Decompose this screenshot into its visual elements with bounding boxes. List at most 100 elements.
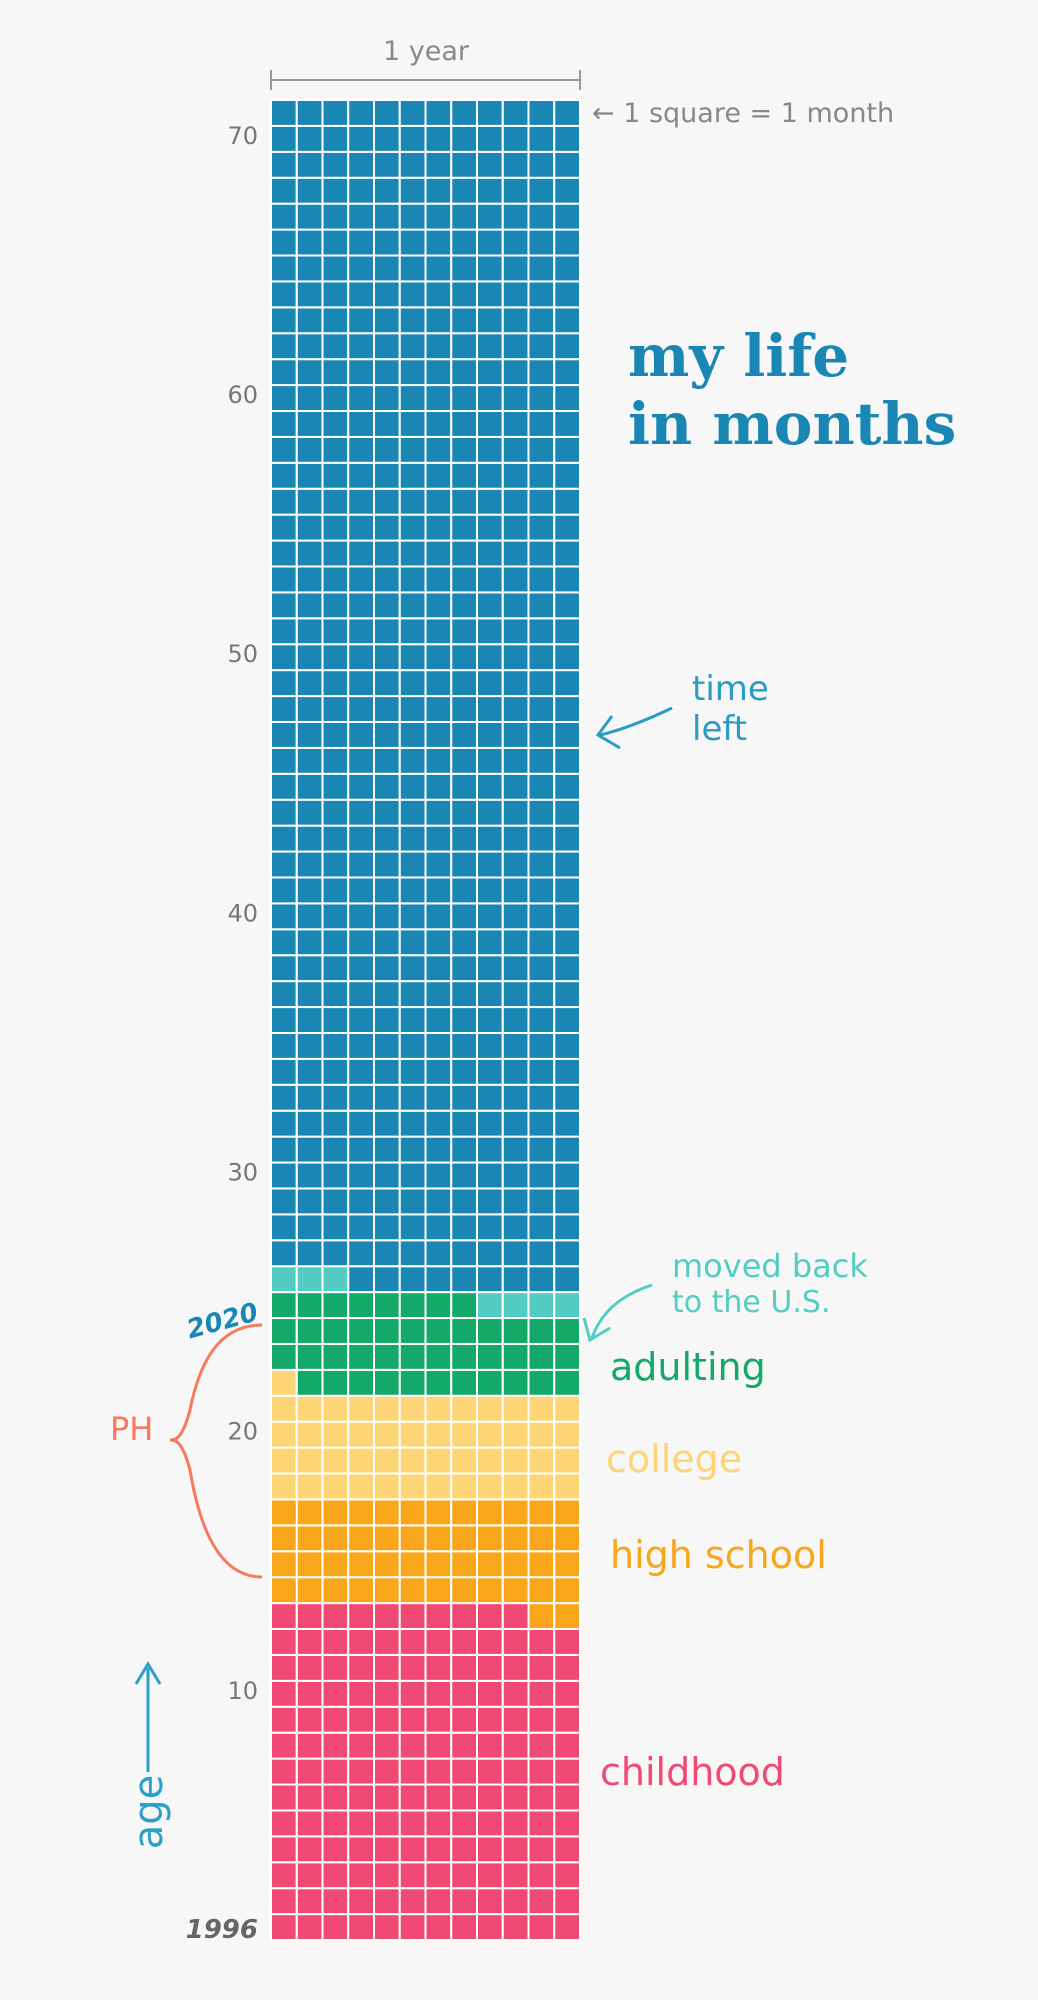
month-square-adulting	[373, 1368, 401, 1397]
month-square-childhood	[527, 1731, 556, 1760]
month-square-childhood	[450, 1628, 478, 1656]
month-square-time_left	[501, 409, 530, 438]
month-square-time_left	[321, 435, 350, 464]
month-square-childhood	[295, 1861, 324, 1890]
month-square-time_left	[553, 358, 581, 387]
month-square-time_left	[373, 358, 401, 387]
month-square-adulting	[347, 1342, 375, 1371]
month-square-time_left	[295, 720, 324, 749]
month-square-childhood	[295, 1913, 324, 1941]
month-square-time_left	[270, 720, 298, 749]
month-square-time_left	[424, 720, 453, 749]
month-square-time_left	[321, 1083, 350, 1112]
age-tick-30: 30	[227, 1159, 258, 1187]
month-square-time_left	[450, 772, 478, 801]
month-square-time_left	[476, 928, 504, 957]
month-square-childhood	[476, 1887, 504, 1916]
month-square-time_left	[347, 824, 375, 853]
month-square-time_left	[373, 539, 401, 568]
month-square-time_left	[476, 1083, 504, 1112]
month-square-adulting	[270, 1342, 298, 1371]
month-square-time_left	[270, 980, 298, 1009]
month-square-time_left	[501, 824, 530, 853]
month-square-time_left	[295, 435, 324, 464]
month-square-time_left	[501, 461, 530, 490]
month-square-time_left	[501, 798, 530, 827]
month-square-childhood	[347, 1731, 375, 1760]
month-square-time_left	[450, 1057, 478, 1086]
moved-back-arrow	[590, 1283, 653, 1339]
month-square-time_left	[527, 617, 556, 646]
month-square-time_left	[476, 980, 504, 1009]
month-square-time_left	[347, 358, 375, 387]
month-square-time_left	[476, 1265, 504, 1294]
month-square-time_left	[450, 695, 478, 723]
time-left-arrow	[599, 706, 673, 737]
month-square-time_left	[373, 591, 401, 620]
month-square-time_left	[476, 824, 504, 853]
month-square-high_school	[553, 1550, 581, 1579]
month-square-childhood	[501, 1653, 530, 1682]
month-square-time_left	[553, 435, 581, 464]
month-square-college	[321, 1394, 350, 1423]
month-square-childhood	[295, 1628, 324, 1656]
month-square-adulting	[270, 1291, 298, 1320]
month-square-childhood	[476, 1861, 504, 1890]
month-square-time_left	[270, 591, 298, 620]
month-square-time_left	[270, 461, 298, 490]
month-square-time_left	[270, 1031, 298, 1060]
month-square-college	[398, 1394, 427, 1423]
month-square-time_left	[270, 332, 298, 361]
month-square-childhood	[373, 1861, 401, 1890]
month-square-time_left	[501, 254, 530, 283]
month-square-time_left	[476, 228, 504, 257]
month-square-time_left	[347, 1187, 375, 1216]
month-square-time_left	[527, 980, 556, 1009]
month-square-time_left	[424, 254, 453, 283]
month-square-time_left	[501, 487, 530, 516]
month-square-time_left	[501, 1135, 530, 1164]
month-square-childhood	[270, 1835, 298, 1864]
month-square-time_left	[347, 1161, 375, 1190]
month-square-childhood	[450, 1809, 478, 1838]
month-square-moved_back	[527, 1291, 556, 1320]
square-legend: ← 1 square = 1 month	[592, 98, 894, 129]
month-square-childhood	[270, 1913, 298, 1941]
month-square-time_left	[321, 1109, 350, 1138]
month-square-time_left	[295, 1109, 324, 1138]
month-square-high_school	[501, 1550, 530, 1579]
month-square-time_left	[527, 306, 556, 335]
month-square-time_left	[501, 695, 530, 723]
month-square-time_left	[270, 1135, 298, 1164]
month-square-time_left	[450, 384, 478, 412]
month-square-time_left	[398, 1057, 427, 1086]
month-square-time_left	[553, 1006, 581, 1034]
month-square-time_left	[295, 1187, 324, 1216]
month-square-time_left	[553, 202, 581, 231]
month-square-time_left	[501, 669, 530, 698]
month-square-time_left	[501, 124, 530, 153]
month-square-childhood	[321, 1809, 350, 1838]
month-square-time_left	[321, 902, 350, 931]
month-square-time_left	[347, 513, 375, 542]
month-square-time_left	[270, 1239, 298, 1268]
month-square-time_left	[321, 280, 350, 309]
month-square-time_left	[553, 1057, 581, 1086]
month-square-time_left	[501, 954, 530, 983]
month-square-time_left	[270, 435, 298, 464]
month-square-college	[373, 1394, 401, 1423]
month-square-high_school	[450, 1576, 478, 1605]
month-square-time_left	[347, 124, 375, 153]
month-square-childhood	[553, 1705, 581, 1734]
month-square-time_left	[295, 746, 324, 775]
month-square-childhood	[527, 1783, 556, 1812]
month-square-time_left	[295, 669, 324, 698]
month-square-adulting	[424, 1317, 453, 1345]
month-square-time_left	[553, 695, 581, 723]
month-square-time_left	[476, 1006, 504, 1034]
month-square-time_left	[347, 591, 375, 620]
month-square-childhood	[424, 1731, 453, 1760]
month-square-childhood	[373, 1887, 401, 1916]
month-square-time_left	[373, 720, 401, 749]
age-axis-ticks: 10 20 30 40 50 60 70	[227, 122, 258, 1705]
